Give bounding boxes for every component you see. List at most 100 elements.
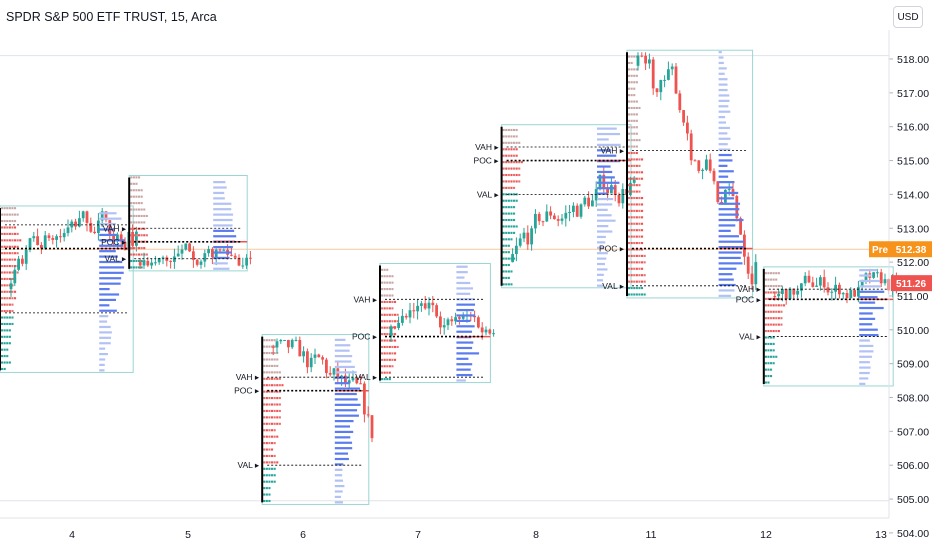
tpo-cell	[638, 241, 641, 245]
candle	[564, 212, 568, 219]
tpo-cell	[1, 310, 4, 313]
tpo-cell	[268, 474, 271, 477]
candle	[93, 231, 96, 234]
tpo-cell	[381, 268, 384, 271]
candle	[781, 289, 784, 295]
tpo-cell	[11, 290, 14, 293]
candle	[222, 249, 226, 251]
tpo-cell	[130, 208, 133, 211]
tpo-cell	[265, 467, 268, 470]
tpo-cell	[505, 276, 508, 279]
tpo-cell	[3, 271, 6, 274]
candle	[104, 211, 108, 221]
tpo-cell	[276, 409, 279, 412]
volume-profile-bar	[456, 265, 468, 268]
tpo-cell	[1, 271, 4, 274]
volume-profile-bar	[334, 452, 348, 455]
tpo-cell	[1, 290, 4, 293]
tpo-cell	[278, 416, 281, 419]
tpo-cell	[635, 68, 638, 71]
volume-profile-bar	[334, 344, 351, 347]
volume-profile-bar	[859, 366, 871, 369]
tpo-cell	[510, 141, 513, 144]
tpo-cell	[265, 454, 268, 458]
volume-profile-bar	[99, 287, 110, 291]
tpo-cell	[767, 355, 770, 358]
candle	[659, 79, 663, 93]
tpo-cell	[11, 207, 14, 210]
tpo-cell	[273, 442, 276, 445]
tpo-cell	[265, 377, 268, 380]
tpo-cell	[505, 135, 508, 138]
candle	[579, 204, 583, 217]
tpo-cell	[135, 176, 138, 179]
tpo-cell	[265, 429, 268, 432]
candle	[89, 222, 93, 232]
candle	[397, 322, 400, 328]
candle	[317, 354, 321, 358]
tpo-cell	[383, 378, 386, 381]
candle	[477, 317, 480, 328]
candle	[735, 196, 739, 219]
tpo-cell	[764, 336, 767, 339]
tpo-cell	[643, 280, 646, 283]
tpo-cell	[515, 193, 518, 196]
tpo-cell	[132, 266, 135, 269]
tpo-cell	[11, 232, 14, 235]
tpo-cell	[263, 442, 266, 445]
tpo-cell	[628, 171, 631, 174]
tpo-cell	[265, 358, 268, 361]
tpo-cell	[518, 173, 521, 177]
tpo-cell	[265, 390, 268, 393]
volume-profile-bar	[213, 186, 227, 189]
candle	[328, 373, 332, 375]
candle	[85, 211, 89, 223]
volume-profile-bar	[718, 170, 734, 173]
tpo-cell	[638, 229, 641, 232]
volume-profile-bar	[859, 323, 873, 326]
candle	[872, 272, 875, 278]
tpo-cell	[268, 448, 271, 451]
tpo-cell	[130, 202, 133, 205]
tpo-cell	[775, 278, 778, 281]
tpo-cell	[635, 280, 638, 283]
volume-profile-bar	[597, 127, 617, 130]
tpo-cell	[273, 384, 276, 387]
tpo-cell	[381, 313, 384, 316]
tpo-cell	[638, 203, 641, 206]
volume-profile-bar	[859, 306, 884, 310]
tpo-cell	[143, 234, 146, 237]
volume-profile-bar	[99, 331, 112, 334]
tpo-cell	[135, 189, 138, 192]
tpo-cell	[628, 74, 631, 77]
tpo-cell	[132, 195, 135, 198]
tpo-cell	[505, 264, 508, 267]
tpo-cell	[641, 171, 644, 174]
tpo-cell	[263, 377, 266, 380]
volume-profile-bar	[718, 186, 733, 189]
tpo-cell	[135, 247, 138, 250]
tpo-cell	[518, 161, 521, 164]
currency-button[interactable]: USD	[893, 6, 923, 28]
candle	[180, 249, 184, 254]
tpo-cell	[764, 330, 767, 333]
tpo-cell	[635, 274, 638, 277]
tpo-cell	[271, 390, 274, 393]
tpo-cell	[505, 206, 508, 209]
volume-profile-bar	[718, 267, 737, 270]
tpo-cell	[6, 219, 9, 223]
candle	[686, 122, 689, 134]
tpo-cell	[502, 276, 505, 279]
volume-profile-bar	[859, 334, 879, 337]
tpo-cell	[263, 499, 266, 503]
volume-profile-bar	[718, 246, 745, 249]
candle	[13, 269, 17, 284]
tpo-cell	[633, 87, 636, 90]
volume-profile-bar	[334, 430, 354, 434]
candle	[587, 197, 590, 207]
volume-profile-bar	[456, 319, 471, 322]
tpo-cell	[388, 294, 391, 297]
volume-profile-bar	[334, 398, 358, 401]
volume-profile-bar	[718, 289, 735, 292]
